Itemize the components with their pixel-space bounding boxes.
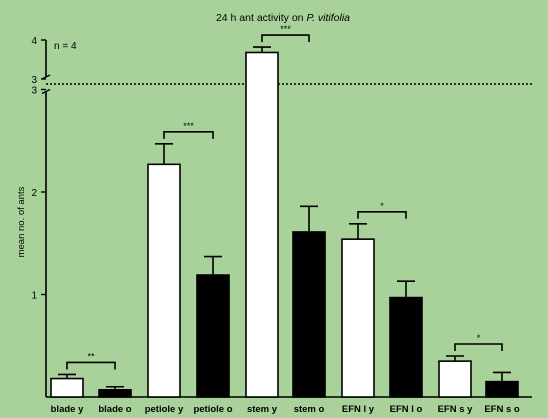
x-tick-label: blade o xyxy=(98,404,131,415)
y-tick-label: 3 xyxy=(31,75,37,86)
bar-efn-s-o xyxy=(485,380,519,398)
x-tick-label: blade y xyxy=(51,404,84,415)
bar-petiole-y xyxy=(147,163,181,398)
chart-title-prefix: 24 h ant activity on xyxy=(216,12,306,24)
axis-break-mark-lower xyxy=(41,88,51,95)
x-tick-label: EFN s o xyxy=(484,404,520,415)
y-tick-label: 4 xyxy=(31,36,37,47)
chart-title: 24 h ant activity on P. vitifolia xyxy=(216,12,350,24)
x-tick-label: EFN l o xyxy=(390,404,423,415)
significance-label: * xyxy=(380,201,384,211)
significance-bracket xyxy=(261,34,310,43)
bar-blade-o xyxy=(98,389,132,398)
y-tick-label: 2 xyxy=(31,188,37,199)
significance-bracket xyxy=(357,210,407,219)
x-tick-label: stem o xyxy=(294,404,325,415)
x-tick-label: EFN s y xyxy=(438,404,474,415)
y-tick-label: 1 xyxy=(31,291,37,302)
bar-efn-l-y xyxy=(341,238,375,398)
significance-label: *** xyxy=(280,24,291,34)
significance-bracket xyxy=(163,131,214,139)
sample-size-label: n = 4 xyxy=(54,41,77,52)
bar-efn-s-y xyxy=(438,360,472,398)
y-tick-label: 3 xyxy=(31,86,37,97)
x-tick-label: stem y xyxy=(247,404,278,415)
significance-bracket xyxy=(454,343,503,351)
bar-efn-l-o xyxy=(389,296,423,398)
significance-label: * xyxy=(477,333,481,343)
chart-title-species: P. vitifolia xyxy=(306,12,350,24)
x-tick-label: EFN l y xyxy=(342,404,375,415)
significance-label: *** xyxy=(183,121,194,131)
x-tick-label: petiole o xyxy=(193,404,232,415)
bar-petiole-o xyxy=(196,274,230,398)
x-tick-label: petiole y xyxy=(145,404,184,415)
y-axis-label: mean no. of ants xyxy=(16,186,27,257)
bar-stem-y xyxy=(245,51,279,398)
chart-layer: 1 2 33 4 blade y blade o petiole y petiole o ste… xyxy=(31,24,532,415)
bar-stem-o xyxy=(292,231,326,398)
significance-bracket xyxy=(66,361,116,370)
bar-blade-y xyxy=(50,377,84,398)
significance-label: ** xyxy=(87,351,95,361)
